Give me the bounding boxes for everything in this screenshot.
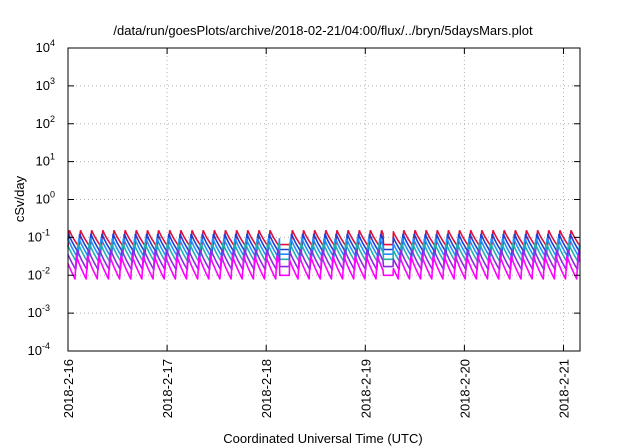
y-tick-label: 10-3 (28, 303, 50, 320)
x-tick-label: 2018-2-18 (259, 359, 274, 418)
y-tick-exponent: -4 (42, 341, 50, 351)
x-tick-label: 2018-2-17 (160, 359, 175, 418)
y-tick-label: 10-4 (28, 341, 50, 358)
y-tick-exponent: -3 (42, 303, 50, 313)
y-tick-exponent: -1 (42, 227, 50, 237)
x-tick-label: 2018-2-19 (358, 359, 373, 418)
y-axis-label: cSv/day (12, 175, 27, 222)
x-tick-label: 2018-2-21 (556, 359, 571, 418)
y-tick-exponent: 3 (50, 76, 55, 86)
y-tick-exponent: -2 (42, 265, 50, 275)
chart-title: /data/run/goesPlots/archive/2018-02-21/0… (113, 23, 533, 38)
y-tick-label: 102 (36, 114, 55, 131)
x-axis-label: Coordinated Universal Time (UTC) (223, 431, 422, 446)
y-tick-label: 104 (36, 38, 55, 55)
y-tick-exponent: 4 (50, 38, 55, 48)
x-tick-label: 2018-2-16 (61, 359, 76, 418)
x-axis: 2018-2-16 2018-2-17 2018-2-18 2018-2-19 2018… (61, 48, 571, 418)
y-tick-label: 103 (36, 76, 55, 93)
y-tick-label: 101 (36, 152, 55, 169)
y-tick-exponent: 2 (50, 114, 55, 124)
series-line (67, 237, 581, 259)
grid (68, 48, 580, 351)
y-tick-exponent: 0 (50, 190, 55, 200)
y-tick-label: 100 (36, 190, 55, 207)
series-line (67, 255, 581, 280)
series-group (67, 230, 581, 280)
y-tick-label: 10-1 (28, 227, 50, 244)
y-tick-label: 10-2 (28, 265, 50, 282)
y-tick-exponent: 1 (50, 152, 55, 162)
x-tick-label: 2018-2-20 (457, 359, 472, 418)
